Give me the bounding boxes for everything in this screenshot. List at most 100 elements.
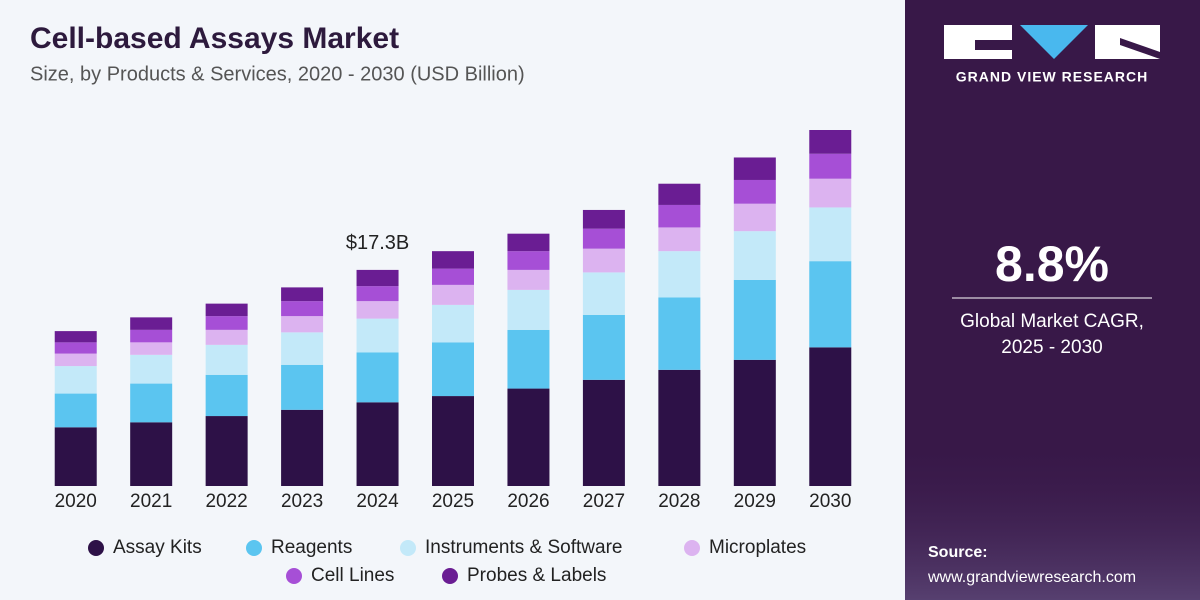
cagr-value: 8.8% bbox=[995, 236, 1109, 292]
annotation: $17.3B bbox=[346, 232, 409, 254]
logo-triangle bbox=[1020, 25, 1088, 59]
bar-segment bbox=[54, 342, 97, 354]
bar-segment bbox=[281, 301, 324, 317]
legend-label: Assay Kits bbox=[113, 537, 202, 558]
bar-segment bbox=[432, 251, 474, 269]
bar-segment bbox=[809, 130, 852, 154]
cagr-label: Global Market CAGR, bbox=[960, 311, 1144, 332]
bar-segment bbox=[356, 269, 399, 287]
bar-segment bbox=[281, 316, 324, 333]
bar-segment bbox=[432, 342, 474, 397]
bar-segment bbox=[507, 388, 550, 486]
bar-segment bbox=[432, 268, 474, 285]
bar-segment bbox=[582, 272, 625, 315]
brand-name: GRAND VIEW RESEARCH bbox=[956, 69, 1148, 85]
x-tick-label: 2030 bbox=[809, 491, 851, 512]
legend-swatch bbox=[88, 540, 104, 556]
x-tick-label: 2022 bbox=[205, 491, 247, 512]
x-tick-label: 2020 bbox=[55, 491, 97, 512]
bar-segment bbox=[733, 231, 776, 280]
source-url: www.grandviewresearch.com bbox=[927, 569, 1136, 586]
x-tick-label: 2021 bbox=[130, 491, 172, 512]
legend-label: Microplates bbox=[709, 537, 806, 558]
bar-segment bbox=[205, 416, 248, 486]
bar-segment bbox=[582, 228, 625, 249]
bar-segment bbox=[356, 402, 399, 486]
bar-segment bbox=[582, 248, 625, 273]
legend-swatch bbox=[684, 540, 700, 556]
logo-cut bbox=[975, 40, 1012, 50]
bar-segment bbox=[658, 251, 701, 298]
bar-segment bbox=[658, 204, 701, 228]
bar-segment bbox=[658, 369, 701, 486]
bar-segment bbox=[809, 261, 852, 348]
legend-swatch bbox=[400, 540, 416, 556]
bar-segment bbox=[658, 297, 701, 370]
bar-segment bbox=[582, 314, 625, 380]
legend-swatch bbox=[286, 568, 302, 584]
chart-subtitle: Size, by Products & Services, 2020 - 203… bbox=[30, 63, 525, 85]
bar-segment bbox=[130, 317, 173, 330]
bar-segment bbox=[809, 178, 852, 208]
bar-segment bbox=[205, 374, 248, 417]
bar-segment bbox=[54, 427, 97, 486]
sidebar-decoration bbox=[905, 440, 1200, 600]
bar-segment bbox=[130, 354, 173, 384]
bar-segment bbox=[205, 316, 248, 330]
bar-segment bbox=[205, 344, 248, 375]
bar-segment bbox=[205, 329, 248, 345]
bar-segment bbox=[809, 207, 852, 262]
x-tick-label: 2027 bbox=[583, 491, 625, 512]
legend-label: Reagents bbox=[271, 537, 352, 558]
bar-segment bbox=[733, 279, 776, 360]
bar-segment bbox=[733, 203, 776, 232]
legend-swatch bbox=[442, 568, 458, 584]
x-tick-label: 2029 bbox=[734, 491, 776, 512]
logo: GRAND VIEW RESEARCH bbox=[944, 25, 1160, 85]
bar-segment bbox=[356, 286, 399, 302]
x-tick-label: 2025 bbox=[432, 491, 474, 512]
bar-segment bbox=[658, 183, 701, 205]
bar-segment bbox=[733, 179, 776, 204]
cagr-label: 2025 - 2030 bbox=[1001, 337, 1102, 358]
bar-segment bbox=[507, 269, 550, 290]
bar-segment bbox=[432, 396, 474, 486]
logo-cut bbox=[1120, 38, 1160, 59]
bar-segment bbox=[733, 157, 776, 180]
bar-segment bbox=[54, 393, 97, 428]
bar-segment bbox=[356, 301, 399, 319]
bar-segment bbox=[281, 332, 324, 365]
chart-title: Cell-based Assays Market bbox=[30, 22, 399, 55]
bar-segment bbox=[54, 353, 97, 367]
legend-label: Instruments & Software bbox=[425, 537, 622, 558]
bar-segment bbox=[582, 209, 625, 229]
x-tick-label: 2026 bbox=[507, 491, 549, 512]
bar-segment bbox=[507, 251, 550, 270]
bar-segment bbox=[281, 409, 324, 486]
x-tick-label: 2024 bbox=[356, 491, 399, 512]
source-label: Source: bbox=[928, 544, 988, 561]
bar-segment bbox=[130, 422, 173, 486]
bar-segment bbox=[809, 153, 852, 179]
bar-segment bbox=[54, 366, 97, 394]
bar-segment bbox=[356, 318, 399, 353]
bar-segment bbox=[281, 364, 324, 410]
bar-segment bbox=[432, 304, 474, 343]
bar-segment bbox=[281, 287, 324, 302]
bar-segment bbox=[658, 227, 701, 252]
bar-segment bbox=[130, 329, 173, 343]
x-tick-label: 2028 bbox=[658, 491, 700, 512]
legend-label: Probes & Labels bbox=[467, 565, 606, 586]
bar-segment bbox=[582, 379, 625, 486]
bar-segment bbox=[130, 342, 173, 355]
bar-segment bbox=[507, 233, 550, 252]
x-tick-label: 2023 bbox=[281, 491, 323, 512]
bar-segment bbox=[809, 347, 852, 486]
bar-segment bbox=[205, 303, 248, 317]
bar-segment bbox=[507, 329, 550, 389]
legend-swatch bbox=[246, 540, 262, 556]
legend-label: Cell Lines bbox=[311, 565, 394, 586]
bar-segment bbox=[432, 284, 474, 305]
bar-segment bbox=[733, 359, 776, 486]
